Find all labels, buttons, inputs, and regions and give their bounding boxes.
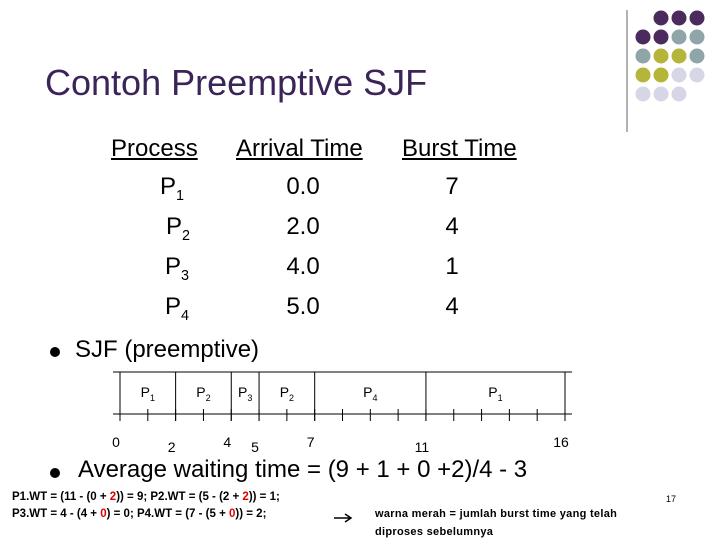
process: P2 [166, 213, 190, 244]
footer-segment: P3.WT = 4 - (4 + [12, 508, 101, 520]
process-index: 3 [181, 267, 190, 284]
page-number: 17 [666, 494, 677, 504]
arrival-time: 0.0 [286, 173, 320, 200]
gantt-label: P2 [196, 384, 210, 403]
arrival-time: 4.0 [286, 253, 320, 280]
burst-time: 4 [445, 293, 459, 320]
title: Contoh Preemptive SJF [45, 62, 428, 103]
label-index: 2 [289, 393, 294, 403]
time-label: 7 [307, 434, 315, 450]
process: P1 [160, 173, 184, 204]
label-index: 1 [150, 393, 155, 403]
label-index: 2 [206, 393, 211, 403]
label-name: P [196, 384, 205, 400]
process-index: 2 [182, 227, 191, 244]
burst-time: 4 [445, 213, 459, 240]
gantt-label: P3 [238, 384, 252, 403]
time-label: 5 [251, 439, 259, 455]
gantt-label: P4 [363, 384, 377, 403]
time-label: 11 [415, 439, 430, 455]
label-name: P [141, 384, 150, 400]
label-name: P [363, 384, 372, 400]
note: diproses sebelumnya [375, 526, 494, 538]
footer-segment: 0 [100, 508, 107, 520]
label-name: P [238, 384, 247, 400]
table-header: Arrival Time [236, 135, 363, 162]
process-name: P [165, 213, 182, 240]
time-label: 0 [112, 434, 120, 450]
footer-line: P1.WT = (11 - (0 + 2)) = 9; P2.WT = (5 -… [12, 491, 280, 503]
process: P4 [165, 293, 189, 324]
footer-segment: P1.WT = (11 - (0 + [12, 491, 110, 503]
footer-segment: 2 [109, 491, 117, 503]
time-label: 16 [553, 434, 569, 450]
process-index: 1 [176, 187, 185, 204]
time-label: 2 [168, 439, 176, 455]
bullet: SJF (preemptive) [75, 336, 260, 363]
label-name: P [488, 384, 497, 400]
footer-segment: )) = 9; P2.WT = (5 - (2 + [116, 491, 243, 503]
process-name: P [164, 253, 181, 280]
arrival-time: 5.0 [286, 293, 320, 320]
footer-line: P3.WT = 4 - (4 + 0) = 0; P4.WT = (7 - (5… [12, 508, 266, 520]
label-index: 3 [247, 393, 252, 403]
footer-segment: 2 [242, 491, 249, 503]
gantt-label: P1 [141, 384, 155, 403]
process-name: P [164, 293, 181, 320]
gantt-label: P2 [280, 384, 294, 403]
label-index: 1 [498, 393, 503, 403]
footer-segment: )) = 1; [248, 491, 280, 503]
table-header: Process [111, 135, 198, 162]
burst-time: 7 [445, 173, 459, 200]
arrival-time: 2.0 [286, 213, 320, 240]
process: P3 [165, 253, 189, 284]
time-label: 4 [223, 434, 231, 450]
label-index: 4 [372, 393, 377, 403]
table-header: Burst Time [402, 135, 517, 162]
bullet: Average waiting time = (9 + 1 + 0 +2)/4 … [78, 456, 528, 483]
label-name: P [280, 384, 289, 400]
burst-time: 1 [445, 253, 459, 280]
footer-segment: )) = 2; [235, 508, 267, 520]
note: warna merah = jumlah burst time yang tel… [375, 508, 618, 520]
process-index: 4 [181, 307, 190, 324]
footer-segment: 0 [229, 508, 236, 520]
process-name: P [159, 173, 176, 200]
gantt-label: P1 [488, 384, 502, 403]
footer-segment: ) = 0; P4.WT = (7 - (5 + [106, 508, 229, 520]
